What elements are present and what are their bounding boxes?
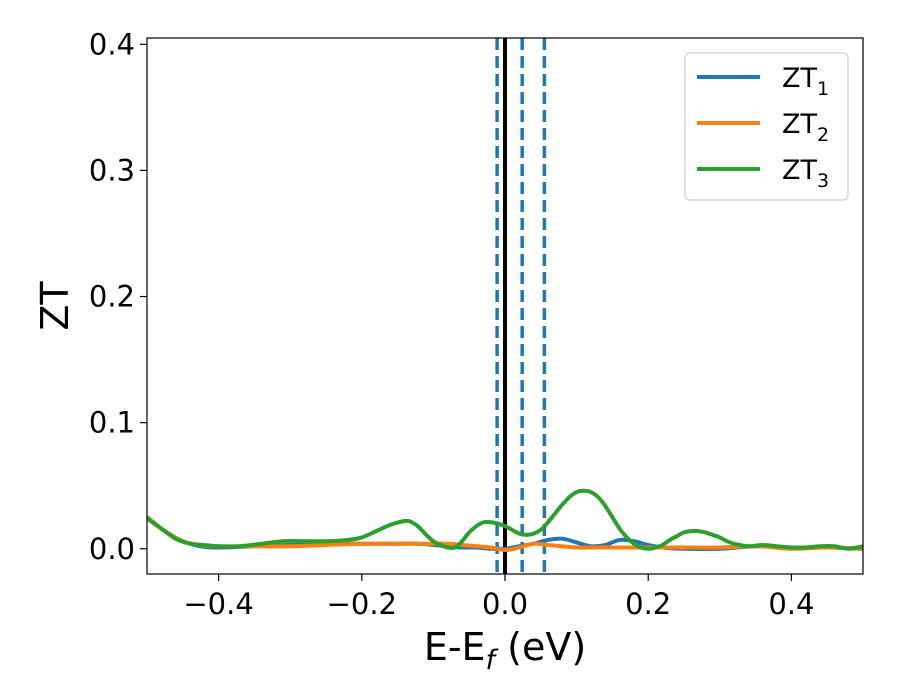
x-tick-label: −0.2 bbox=[327, 587, 397, 621]
y-tick-label: 0.4 bbox=[89, 27, 135, 61]
x-tick-label: 0.2 bbox=[625, 587, 671, 621]
y-axis-label: ZT bbox=[33, 281, 77, 331]
legend-frame bbox=[684, 52, 849, 201]
x-tick-label: −0.4 bbox=[183, 587, 253, 621]
x-tick-label: 0.0 bbox=[482, 587, 528, 621]
y-tick-label: 0.1 bbox=[89, 406, 135, 440]
x-tick-label: 0.4 bbox=[768, 587, 814, 621]
legend-label-zt3: ZT3 bbox=[782, 155, 829, 192]
legend: ZT1 ZT2 ZT3 bbox=[684, 52, 849, 201]
y-tick-label: 0.2 bbox=[89, 280, 135, 314]
x-axis: −0.4 −0.2 0.0 0.2 0.4 bbox=[183, 574, 814, 621]
series-line-zt2 bbox=[147, 516, 863, 553]
y-tick-label: 0.0 bbox=[89, 532, 135, 566]
vertical-lines bbox=[495, 38, 547, 574]
x-axis-label: E-Ef (eV) bbox=[424, 625, 586, 676]
y-tick-label: 0.3 bbox=[89, 153, 135, 187]
series-line-zt3 bbox=[147, 488, 863, 551]
legend-label-zt2: ZT2 bbox=[782, 109, 829, 146]
legend-label-zt1: ZT1 bbox=[782, 63, 829, 100]
y-axis: 0.0 0.1 0.2 0.3 0.4 bbox=[89, 27, 147, 566]
series-layer bbox=[147, 488, 863, 553]
